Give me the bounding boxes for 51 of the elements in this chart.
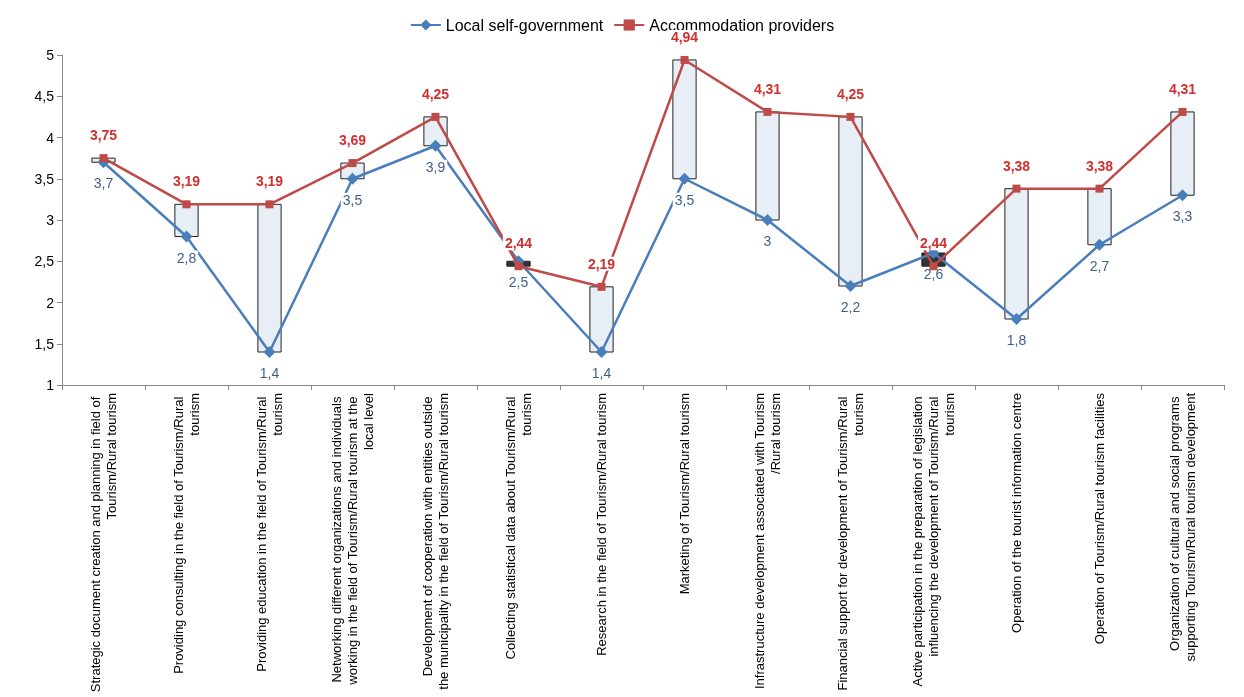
y-tick-label: 1,5 (34, 335, 55, 352)
x-tick-label: Operation of the tourist information centre (1009, 393, 1024, 633)
data-label: 1,4 (259, 365, 280, 381)
data-label: 1,4 (591, 365, 612, 381)
x-tick-label: Financial support for development of Tourism/Rural tourism (835, 393, 866, 691)
data-label: 4,25 (836, 85, 865, 102)
data-label: 3,75 (89, 127, 118, 144)
data-label: 3,38 (1002, 157, 1031, 174)
data-label: 2,6 (923, 266, 944, 282)
x-tick-label: Infrastructure development associated with Tourism/Rural tourism (752, 393, 783, 690)
data-label: 3,9 (425, 158, 446, 175)
data-label: 3,69 (338, 132, 367, 149)
y-tick-label: 1 (46, 377, 55, 393)
x-tick-label: Development of cooperation with entities outside the municipality in the field of Tourism/Rural tourism (420, 393, 451, 690)
data-label: 3,5 (674, 191, 695, 208)
data-label: 4,25 (421, 85, 450, 102)
x-tick-label: Research in the field of Tourism/Rural tourism (594, 393, 609, 656)
data-label: 2,8 (176, 249, 197, 266)
data-label: 2,2 (840, 299, 861, 315)
data-label: 3,7 (93, 175, 114, 192)
y-tick-label: 2,5 (34, 253, 55, 270)
data-label: 3,38 (1085, 157, 1114, 174)
data-label: 4,31 (1168, 80, 1197, 97)
data-label: 1,8 (1006, 332, 1027, 348)
legend-label: Local self-government (445, 16, 604, 34)
x-tick-label: Networking different organizations and individuals working in the field of Tourism/Rural tourism at the local level (329, 392, 376, 686)
x-tick-label: Providing consulting in the field of Tourism/Rural tourism (171, 393, 202, 674)
data-label: 3,3 (1172, 208, 1193, 225)
x-tick-label: Providing education in the field of Tourism/Rural tourism (254, 393, 285, 672)
y-tick-label: 2 (46, 294, 55, 311)
data-label: 2,7 (1089, 257, 1110, 274)
y-tick-label: 4 (46, 129, 55, 146)
x-tick-label: Active participation in the preparation of legislation influencing the development of Tourism/Rural tourism (910, 393, 957, 687)
data-label: 2,19 (587, 255, 616, 272)
x-tick-label: Marketing of Tourism/Rural tourism (677, 393, 692, 595)
x-tick-label: Operation of Tourism/Rural tourism facilities (1092, 392, 1107, 645)
data-label: 3 (763, 233, 772, 249)
y-tick-label: 3,5 (34, 170, 55, 187)
data-label: 4,31 (753, 80, 782, 97)
x-tick-label: Strategic document creation and planning in field of Tourism/Rural tourism (88, 393, 119, 693)
y-tick-label: 4,5 (34, 88, 55, 105)
y-tick-label: 3 (46, 212, 55, 228)
data-label: 2,44 (919, 235, 948, 252)
data-label: 2,44 (504, 235, 533, 252)
data-label: 3,19 (255, 173, 284, 190)
x-tick-label: Collecting statistical data about Tourism/Rural tourism (503, 393, 534, 660)
data-label: 2,5 (508, 274, 529, 291)
y-tick-label: 5 (46, 47, 55, 63)
x-tick-label: Organization of cultural and social programs supporting Tourism/Rural tourism development (1167, 392, 1198, 662)
data-label: 3,5 (342, 191, 363, 208)
data-label: 3,19 (172, 173, 201, 190)
